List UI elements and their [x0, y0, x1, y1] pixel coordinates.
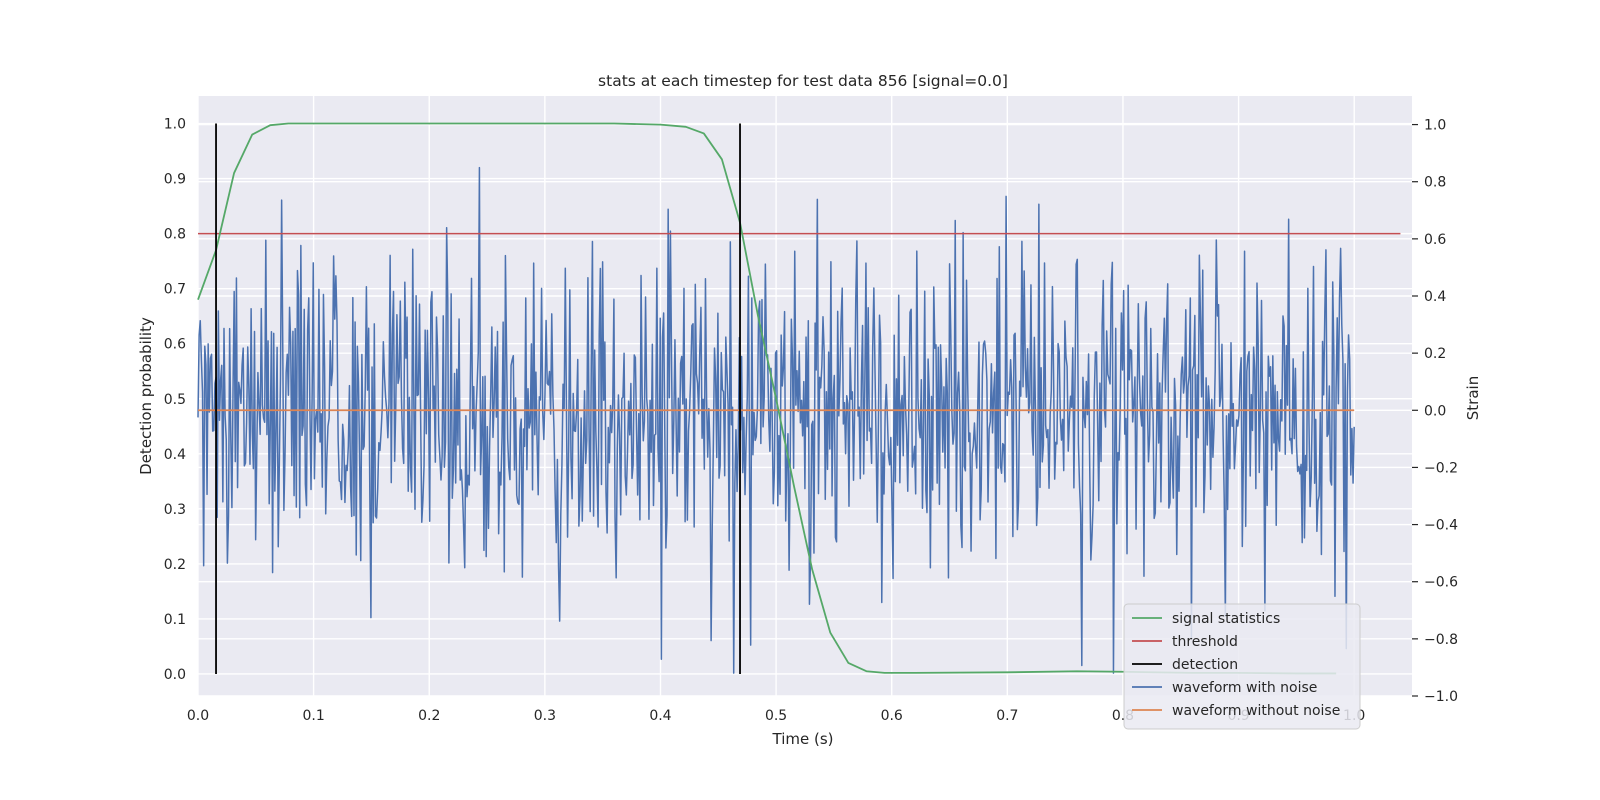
x-axis-label: Time (s): [772, 730, 834, 748]
y-tick-label: 0.5: [164, 392, 186, 408]
y2-axis-label: Strain: [1464, 376, 1482, 420]
y-tick-label: 0.8: [164, 227, 186, 243]
x-tick-label: 0.6: [881, 708, 903, 724]
y2-tick-label: −0.6: [1424, 575, 1458, 591]
y-tick-label: 0.3: [164, 502, 186, 518]
x-tick-label: 0.0: [187, 708, 209, 724]
y2-tick-label: 1.0: [1424, 118, 1446, 134]
y-tick-label: 0.2: [164, 557, 186, 573]
y2-tick-label: −0.2: [1424, 460, 1458, 476]
y-axis-label: Detection probability: [137, 317, 155, 475]
y2-tick-label: −1.0: [1424, 689, 1458, 705]
series-waveform-with-noise: [197, 166, 1355, 674]
y2-tick-labels: −1.0 −0.8 −0.6 −0.4 −0.2 0.0 0.2 0.4 0.6 0.8 1.0: [1412, 118, 1458, 705]
y-tick-label: 0.4: [164, 447, 186, 463]
y-tick-labels: 0.0 0.1 0.2 0.3 0.4 0.5 0.6 0.7 0.8 0.9 1.0: [164, 117, 186, 683]
y2-tick-label: −0.8: [1424, 632, 1458, 648]
legend-box: [1123, 603, 1361, 730]
x-tick-label: 0.4: [649, 708, 671, 724]
legend-label: waveform without noise: [1172, 703, 1340, 719]
x-tick-label: 0.2: [418, 708, 440, 724]
series-layer: [197, 122, 1401, 675]
y-tick-label: 1.0: [164, 117, 186, 133]
y2-tick-label: 0.2: [1424, 346, 1446, 362]
x-tick-label: 0.3: [534, 708, 556, 724]
y2-tick-label: 0.6: [1424, 232, 1446, 248]
series-signal-statistics: [197, 122, 1337, 675]
legend-label: waveform with noise: [1172, 680, 1317, 696]
x-tick-label: 0.5: [765, 708, 787, 724]
y-tick-label: 0.7: [164, 282, 186, 298]
legend: signal statistics threshold detection wavef…: [1123, 603, 1361, 730]
y-tick-label: 0.9: [164, 172, 186, 188]
y-tick-label: 0.6: [164, 337, 186, 353]
y-tick-label: 0.0: [164, 667, 186, 683]
y2-tick-label: 0.0: [1424, 403, 1446, 419]
y2-tick-label: −0.4: [1424, 518, 1458, 534]
y-tick-label: 0.1: [164, 612, 186, 628]
legend-label: signal statistics: [1172, 611, 1280, 627]
chart-title: stats at each timestep for test data 856…: [598, 72, 1008, 90]
legend-label: detection: [1172, 657, 1238, 673]
y2-tick-label: 0.8: [1424, 175, 1446, 191]
x-tick-label: 0.1: [302, 708, 324, 724]
x-tick-label: 0.7: [996, 708, 1018, 724]
y2-tick-label: 0.4: [1424, 289, 1446, 305]
legend-label: threshold: [1172, 634, 1238, 650]
